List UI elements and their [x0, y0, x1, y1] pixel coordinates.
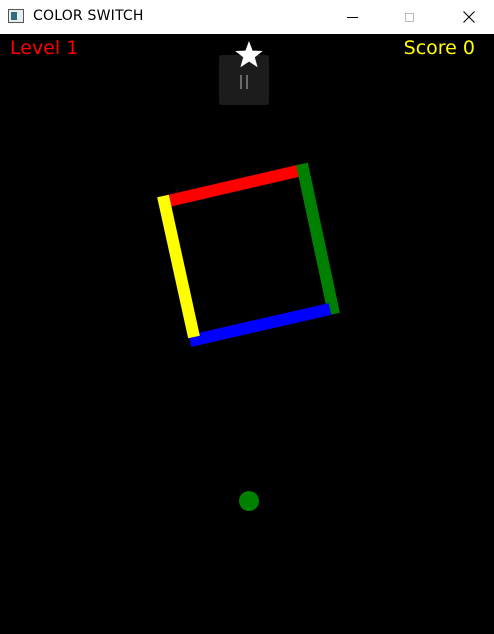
obstacle-segment-bottom	[188, 303, 332, 347]
minimize-button[interactable]	[329, 0, 375, 34]
score-label: Score 0	[403, 37, 475, 59]
app-icon	[8, 9, 24, 23]
player-ball	[239, 491, 259, 511]
star-icon	[235, 41, 263, 68]
window-title: COLOR SWITCH	[33, 8, 144, 24]
obstacle-segment-top	[162, 164, 304, 208]
pause-icon	[240, 75, 248, 89]
maximize-icon	[404, 12, 414, 22]
obstacle-segment-left	[157, 194, 200, 339]
level-label: Level 1	[10, 37, 79, 59]
close-button[interactable]	[446, 0, 492, 34]
game-canvas[interactable]: Level 1 Score 0	[0, 34, 494, 634]
obstacle-segment-right	[296, 162, 340, 316]
title-bar[interactable]: COLOR SWITCH	[0, 0, 494, 34]
rotating-square-obstacle	[157, 162, 340, 347]
maximize-button[interactable]	[386, 0, 432, 34]
minimize-icon	[346, 16, 358, 18]
close-icon	[463, 11, 475, 23]
